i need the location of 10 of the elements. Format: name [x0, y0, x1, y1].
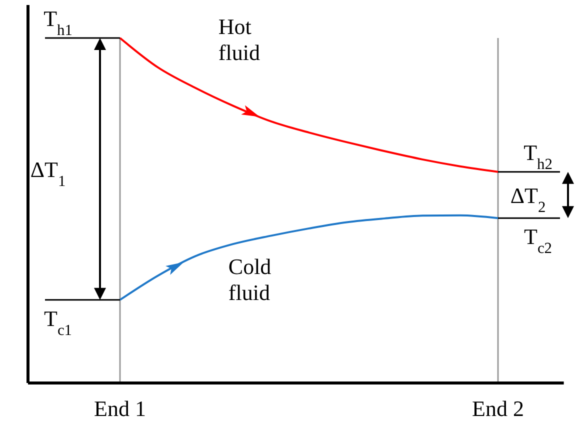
x-tick-label: End 2	[472, 396, 524, 421]
x-tick-label: End 1	[94, 396, 146, 421]
annotation: T$_{c1}$	[44, 306, 72, 338]
legend-label: Cold fluid	[228, 254, 272, 305]
annotation: T$_{c2}$	[524, 224, 552, 257]
annotation: ΔT$_{1}$	[30, 156, 66, 190]
series-label: Hot fluid	[218, 14, 260, 65]
annotation: ΔT$_{2}$	[510, 182, 546, 216]
annotation: T$_{h1}$	[44, 6, 72, 38]
annotation: T$_{h2}$	[524, 140, 552, 172]
